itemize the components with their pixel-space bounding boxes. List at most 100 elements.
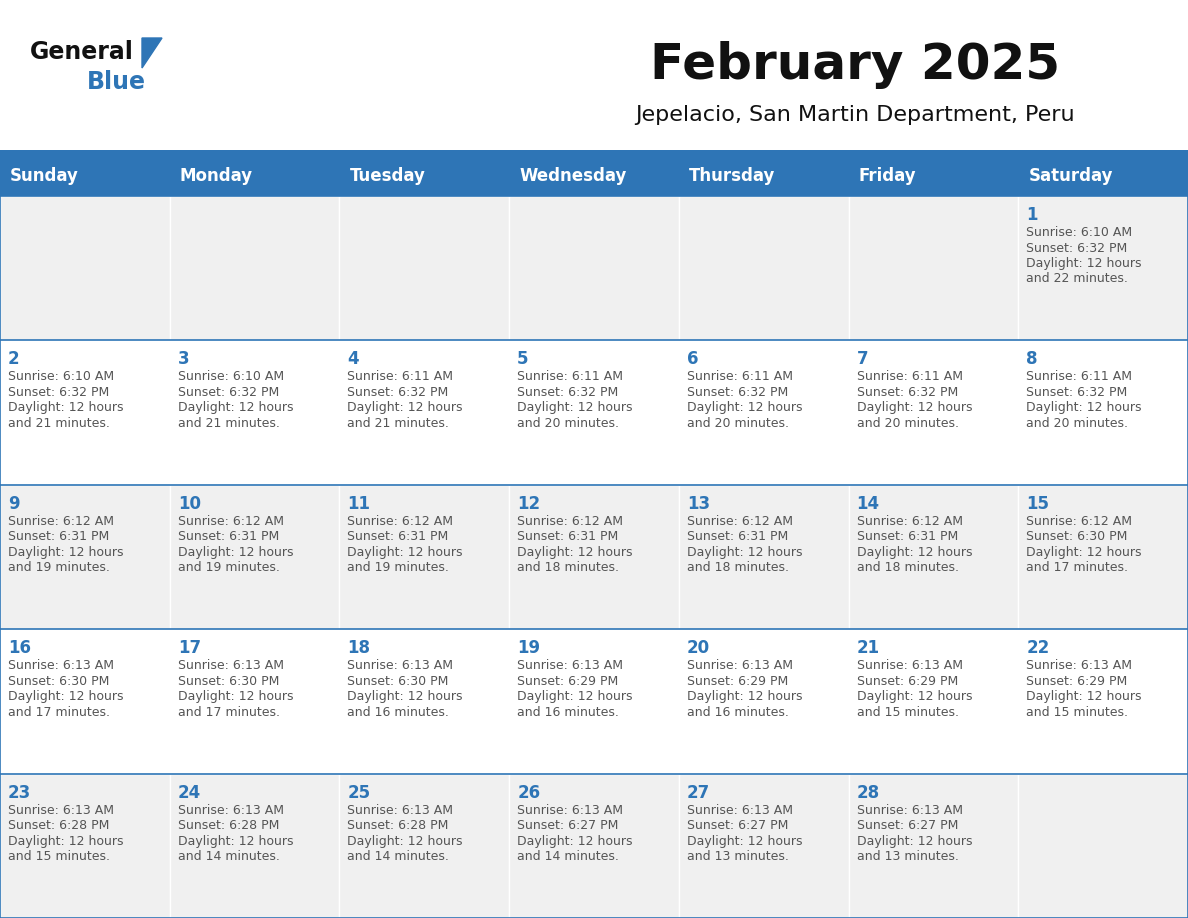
Text: Sunset: 6:30 PM: Sunset: 6:30 PM [178, 675, 279, 688]
Text: Sunset: 6:29 PM: Sunset: 6:29 PM [857, 675, 958, 688]
FancyBboxPatch shape [340, 774, 510, 918]
FancyBboxPatch shape [848, 156, 1018, 196]
Text: Sunrise: 6:13 AM: Sunrise: 6:13 AM [347, 803, 454, 817]
Text: Sunrise: 6:13 AM: Sunrise: 6:13 AM [857, 659, 962, 672]
Text: 25: 25 [347, 784, 371, 801]
Text: Sunrise: 6:12 AM: Sunrise: 6:12 AM [8, 515, 114, 528]
Text: 1: 1 [1026, 206, 1038, 224]
Text: 19: 19 [517, 639, 541, 657]
Text: Daylight: 12 hours: Daylight: 12 hours [517, 401, 633, 414]
Text: Sunrise: 6:13 AM: Sunrise: 6:13 AM [517, 659, 624, 672]
FancyBboxPatch shape [340, 196, 510, 341]
Text: Saturday: Saturday [1029, 167, 1113, 185]
FancyBboxPatch shape [170, 629, 340, 774]
Text: and 17 minutes.: and 17 minutes. [1026, 561, 1129, 575]
FancyBboxPatch shape [0, 341, 170, 485]
Text: 21: 21 [857, 639, 879, 657]
Text: Daylight: 12 hours: Daylight: 12 hours [857, 401, 972, 414]
Text: Daylight: 12 hours: Daylight: 12 hours [1026, 257, 1142, 270]
Text: Monday: Monday [179, 167, 253, 185]
Text: Sunrise: 6:13 AM: Sunrise: 6:13 AM [8, 659, 114, 672]
Text: Friday: Friday [859, 167, 916, 185]
Text: Sunset: 6:29 PM: Sunset: 6:29 PM [517, 675, 619, 688]
Text: Sunrise: 6:12 AM: Sunrise: 6:12 AM [347, 515, 454, 528]
Text: Daylight: 12 hours: Daylight: 12 hours [517, 546, 633, 559]
FancyBboxPatch shape [678, 774, 848, 918]
Text: Wednesday: Wednesday [519, 167, 626, 185]
Text: 22: 22 [1026, 639, 1049, 657]
Text: Sunset: 6:28 PM: Sunset: 6:28 PM [8, 819, 109, 832]
Text: Daylight: 12 hours: Daylight: 12 hours [517, 690, 633, 703]
Text: and 21 minutes.: and 21 minutes. [8, 417, 109, 430]
Text: and 21 minutes.: and 21 minutes. [347, 417, 449, 430]
Text: Sunset: 6:32 PM: Sunset: 6:32 PM [1026, 241, 1127, 254]
Text: Daylight: 12 hours: Daylight: 12 hours [1026, 690, 1142, 703]
Text: 28: 28 [857, 784, 879, 801]
Text: Sunrise: 6:13 AM: Sunrise: 6:13 AM [178, 803, 284, 817]
Text: 13: 13 [687, 495, 710, 513]
FancyBboxPatch shape [0, 774, 170, 918]
FancyBboxPatch shape [510, 629, 678, 774]
Text: Sunrise: 6:11 AM: Sunrise: 6:11 AM [687, 370, 792, 384]
FancyBboxPatch shape [1018, 341, 1188, 485]
FancyBboxPatch shape [170, 156, 340, 196]
Text: Sunrise: 6:13 AM: Sunrise: 6:13 AM [1026, 659, 1132, 672]
Text: Thursday: Thursday [689, 167, 776, 185]
FancyBboxPatch shape [678, 341, 848, 485]
Text: Daylight: 12 hours: Daylight: 12 hours [1026, 401, 1142, 414]
Text: General: General [30, 40, 134, 64]
Text: Daylight: 12 hours: Daylight: 12 hours [687, 834, 802, 847]
Text: and 17 minutes.: and 17 minutes. [8, 706, 110, 719]
Text: Sunrise: 6:13 AM: Sunrise: 6:13 AM [687, 803, 792, 817]
Text: Sunrise: 6:11 AM: Sunrise: 6:11 AM [1026, 370, 1132, 384]
Text: Sunset: 6:31 PM: Sunset: 6:31 PM [178, 531, 279, 543]
FancyBboxPatch shape [848, 629, 1018, 774]
Text: Sunset: 6:28 PM: Sunset: 6:28 PM [347, 819, 449, 832]
FancyBboxPatch shape [1018, 774, 1188, 918]
Text: 17: 17 [178, 639, 201, 657]
Text: 16: 16 [8, 639, 31, 657]
Text: Sunset: 6:29 PM: Sunset: 6:29 PM [1026, 675, 1127, 688]
Text: 6: 6 [687, 351, 699, 368]
FancyBboxPatch shape [340, 156, 510, 196]
FancyBboxPatch shape [848, 774, 1018, 918]
FancyBboxPatch shape [1018, 629, 1188, 774]
Text: Sunset: 6:32 PM: Sunset: 6:32 PM [857, 386, 958, 399]
Text: Sunrise: 6:13 AM: Sunrise: 6:13 AM [347, 659, 454, 672]
Text: Sunrise: 6:11 AM: Sunrise: 6:11 AM [347, 370, 454, 384]
Text: Sunset: 6:31 PM: Sunset: 6:31 PM [857, 531, 958, 543]
FancyBboxPatch shape [0, 629, 170, 774]
FancyBboxPatch shape [510, 774, 678, 918]
Text: and 19 minutes.: and 19 minutes. [178, 561, 279, 575]
Text: Sunrise: 6:13 AM: Sunrise: 6:13 AM [178, 659, 284, 672]
Text: 7: 7 [857, 351, 868, 368]
Text: 2: 2 [8, 351, 20, 368]
Text: Sunrise: 6:10 AM: Sunrise: 6:10 AM [8, 370, 114, 384]
Text: and 14 minutes.: and 14 minutes. [517, 850, 619, 863]
Text: Sunset: 6:30 PM: Sunset: 6:30 PM [347, 675, 449, 688]
Text: and 18 minutes.: and 18 minutes. [687, 561, 789, 575]
Text: Sunset: 6:32 PM: Sunset: 6:32 PM [8, 386, 109, 399]
Text: and 20 minutes.: and 20 minutes. [517, 417, 619, 430]
Text: Sunset: 6:27 PM: Sunset: 6:27 PM [687, 819, 788, 832]
Text: Daylight: 12 hours: Daylight: 12 hours [687, 690, 802, 703]
Text: Sunset: 6:31 PM: Sunset: 6:31 PM [8, 531, 109, 543]
Text: and 15 minutes.: and 15 minutes. [857, 706, 959, 719]
Text: Sunrise: 6:13 AM: Sunrise: 6:13 AM [857, 803, 962, 817]
Text: Daylight: 12 hours: Daylight: 12 hours [347, 401, 463, 414]
Text: Sunrise: 6:13 AM: Sunrise: 6:13 AM [687, 659, 792, 672]
Text: Sunset: 6:32 PM: Sunset: 6:32 PM [687, 386, 788, 399]
Text: Sunrise: 6:13 AM: Sunrise: 6:13 AM [8, 803, 114, 817]
Text: Sunrise: 6:12 AM: Sunrise: 6:12 AM [1026, 515, 1132, 528]
FancyBboxPatch shape [0, 485, 170, 629]
Text: 3: 3 [178, 351, 189, 368]
Text: and 20 minutes.: and 20 minutes. [687, 417, 789, 430]
FancyBboxPatch shape [170, 341, 340, 485]
FancyBboxPatch shape [340, 341, 510, 485]
Text: Blue: Blue [87, 70, 146, 94]
Text: Daylight: 12 hours: Daylight: 12 hours [517, 834, 633, 847]
Text: 14: 14 [857, 495, 879, 513]
Text: Sunrise: 6:10 AM: Sunrise: 6:10 AM [178, 370, 284, 384]
Text: Sunrise: 6:11 AM: Sunrise: 6:11 AM [517, 370, 624, 384]
Text: Sunrise: 6:12 AM: Sunrise: 6:12 AM [687, 515, 792, 528]
